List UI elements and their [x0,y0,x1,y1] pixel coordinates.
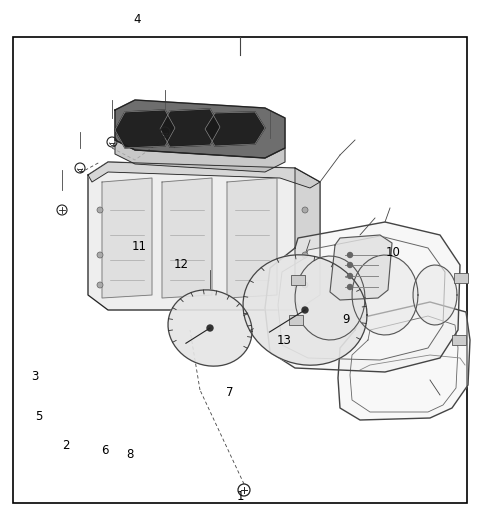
Bar [452,335,466,345]
Polygon shape [227,178,277,298]
Circle shape [348,263,352,267]
Text: 9: 9 [342,313,349,326]
Text: 4: 4 [133,13,141,26]
Polygon shape [115,110,175,148]
Text: 11: 11 [132,239,147,253]
Text: 13: 13 [277,333,291,347]
Bar [454,273,468,283]
Text: 10: 10 [386,246,401,259]
Polygon shape [295,168,320,308]
Polygon shape [413,265,457,325]
Circle shape [302,282,308,288]
Polygon shape [115,100,285,158]
Polygon shape [265,222,460,372]
Polygon shape [88,162,320,310]
Text: 3: 3 [31,370,38,383]
Polygon shape [330,235,392,300]
Text: 12: 12 [174,258,189,271]
Text: 5: 5 [35,409,42,423]
Polygon shape [205,112,265,146]
Text: 2: 2 [62,439,70,452]
Text: 1: 1 [236,490,244,503]
Polygon shape [295,256,365,340]
Circle shape [302,252,308,258]
Polygon shape [115,140,285,172]
Text: 7: 7 [226,386,233,400]
Polygon shape [88,162,320,188]
Text: 8: 8 [126,448,133,462]
Circle shape [207,325,213,331]
Circle shape [348,252,352,257]
Circle shape [302,307,308,313]
Polygon shape [243,255,367,365]
Circle shape [348,273,352,279]
Polygon shape [352,255,418,335]
Bar [289,315,303,325]
Circle shape [97,207,103,213]
Polygon shape [278,236,445,360]
Polygon shape [338,302,470,420]
Text: 6: 6 [101,444,108,458]
Polygon shape [160,109,220,147]
Circle shape [348,284,352,290]
Polygon shape [102,178,152,298]
Polygon shape [168,290,252,366]
Circle shape [97,282,103,288]
Circle shape [302,207,308,213]
Bar [291,275,305,285]
Polygon shape [162,178,212,298]
Circle shape [97,252,103,258]
